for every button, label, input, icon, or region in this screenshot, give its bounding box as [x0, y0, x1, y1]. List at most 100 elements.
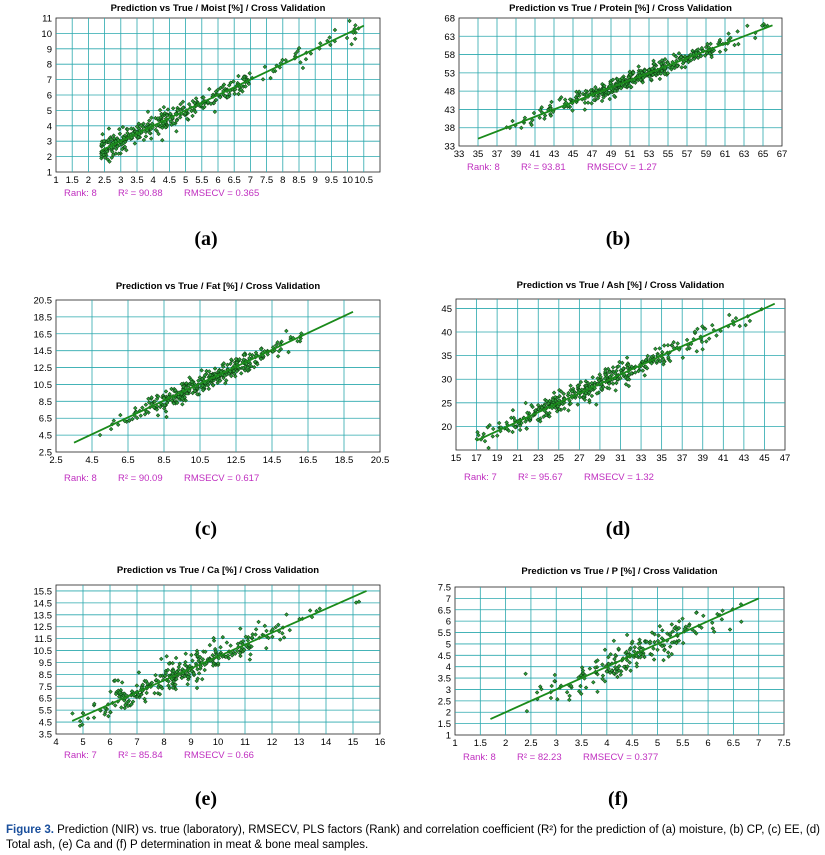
panel-label: (e) [194, 788, 218, 810]
data-point [631, 70, 636, 76]
data-point [530, 117, 535, 123]
data-point [182, 662, 188, 667]
data-point [271, 69, 276, 74]
x-tick-label: 13 [294, 737, 305, 748]
data-point [548, 695, 554, 701]
x-tick-label: 6 [107, 737, 112, 748]
data-point [167, 391, 172, 397]
data-point [213, 97, 219, 103]
data-point [255, 362, 260, 367]
y-tick-label: 8 [47, 60, 52, 71]
data-point [534, 690, 540, 695]
x-tick-label: 6.5 [228, 175, 241, 186]
y-tick-label: 7 [446, 594, 451, 605]
data-point [171, 396, 176, 401]
data-point [599, 386, 604, 391]
data-point [229, 373, 234, 379]
data-point [197, 375, 203, 380]
data-point [651, 61, 657, 66]
x-tick-label: 12.5 [227, 455, 246, 466]
data-point [218, 95, 223, 100]
data-point [149, 395, 154, 400]
data-point [735, 29, 740, 34]
data-point [665, 650, 671, 655]
data-point [704, 50, 710, 56]
data-point [710, 620, 715, 625]
y-tick-label: 14.5 [34, 598, 53, 609]
x-tick-label: 4 [151, 175, 156, 186]
y-tick-label: 45 [441, 304, 452, 315]
data-point [189, 108, 194, 114]
x-tick-label: 9 [313, 175, 318, 186]
data-point [235, 641, 241, 646]
y-tick-label: 4.5 [438, 651, 451, 662]
data-point [118, 412, 123, 418]
y-tick-label: 11 [42, 14, 52, 25]
y-tick-label: 25 [441, 398, 452, 409]
data-point [609, 668, 614, 673]
y-tick-label: 38 [444, 123, 455, 134]
data-point [611, 638, 617, 643]
data-point [113, 691, 119, 697]
data-point [586, 390, 592, 395]
data-point [99, 141, 104, 146]
data-point [639, 70, 644, 76]
data-point [676, 625, 682, 631]
data-point [552, 678, 557, 684]
y-tick-label: 12.5 [34, 622, 53, 633]
data-point [174, 669, 179, 675]
data-point [682, 54, 688, 59]
data-point [568, 383, 573, 388]
data-point [647, 74, 652, 79]
data-point [630, 639, 635, 644]
x-tick-label: 37 [677, 453, 688, 464]
data-point [241, 357, 246, 362]
data-point [207, 86, 212, 92]
x-tick-label: 4.5 [626, 738, 639, 749]
data-point [652, 632, 657, 637]
data-point [691, 56, 697, 62]
data-point [195, 676, 200, 681]
data-point [616, 646, 621, 651]
y-tick-label: 10.5 [34, 380, 53, 391]
data-point [116, 137, 121, 143]
data-point [598, 374, 603, 380]
data-point [262, 623, 268, 629]
data-point [295, 48, 300, 54]
data-point [720, 608, 725, 613]
data-point [169, 386, 174, 392]
data-point [614, 380, 619, 386]
data-point [595, 376, 600, 381]
data-point [566, 390, 571, 396]
data-point [116, 422, 121, 427]
data-point [280, 57, 285, 63]
data-point [651, 657, 657, 662]
x-tick-label: 7 [248, 175, 253, 186]
data-point [152, 690, 157, 696]
x-tick-label: 6.5 [727, 738, 740, 749]
data-point [159, 656, 164, 662]
x-tick-label: 55 [663, 149, 674, 160]
data-point [585, 381, 591, 386]
data-point [694, 610, 699, 616]
data-point [157, 107, 163, 113]
data-point [177, 661, 182, 667]
data-point [300, 65, 306, 71]
x-tick-label: 41 [718, 453, 729, 464]
data-point [547, 410, 552, 416]
data-point [307, 608, 313, 613]
data-point [120, 124, 126, 130]
data-point [656, 71, 661, 76]
x-tick-label: 2 [503, 738, 508, 749]
r2-label: R² = 85.84 [118, 750, 163, 761]
y-tick-label: 4.5 [39, 718, 52, 729]
data-point [174, 129, 179, 134]
data-point [616, 663, 622, 669]
data-point [591, 680, 596, 685]
data-point [660, 349, 665, 355]
data-point [665, 631, 670, 636]
data-point [519, 125, 524, 131]
data-point [163, 670, 169, 676]
data-point [548, 113, 554, 118]
data-point [108, 426, 114, 432]
